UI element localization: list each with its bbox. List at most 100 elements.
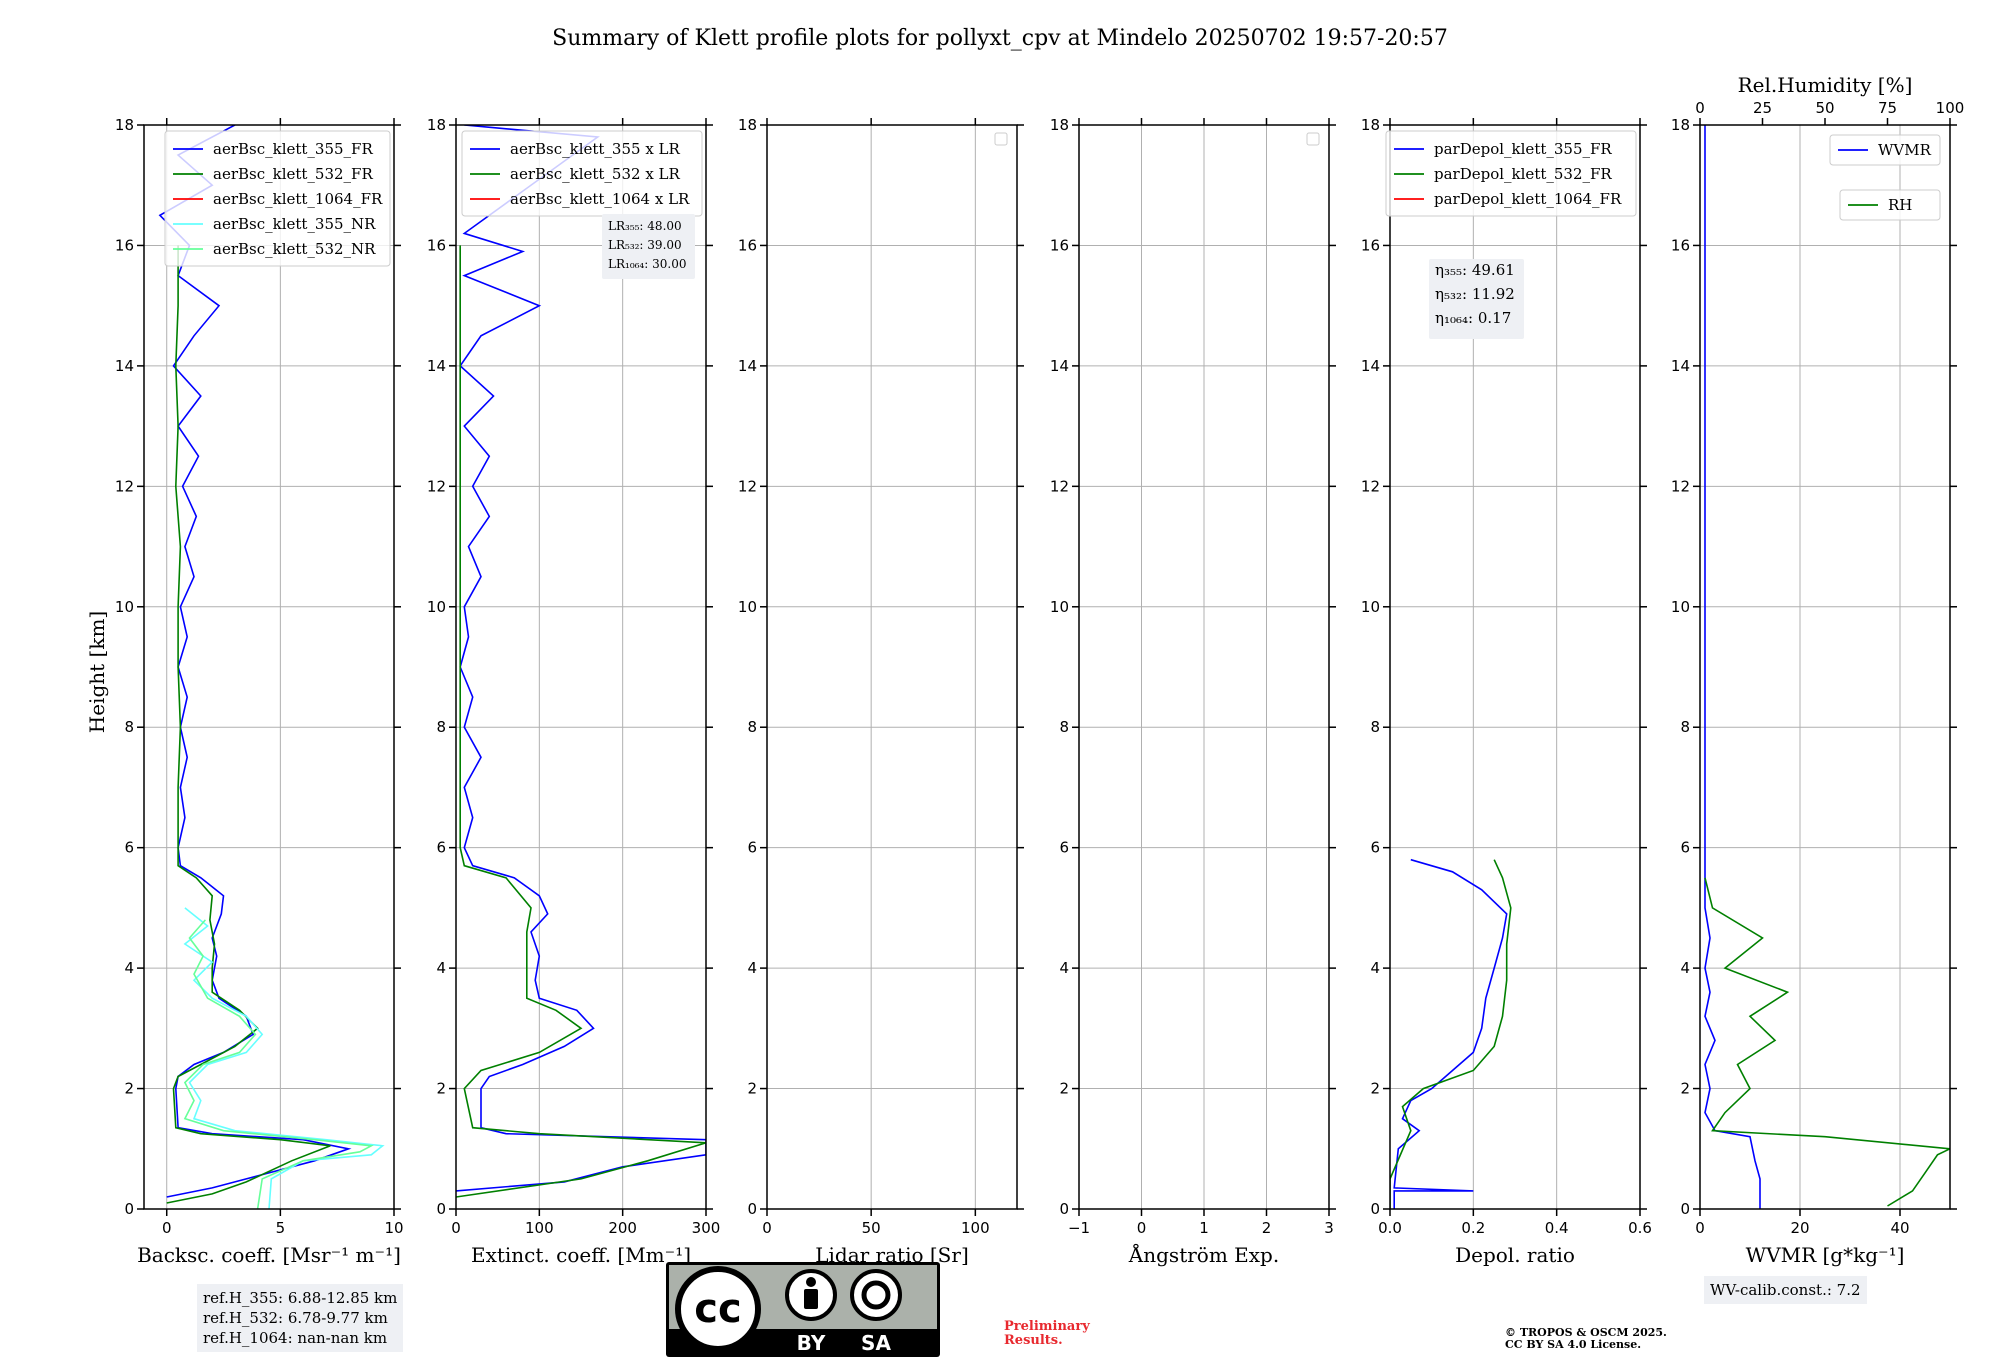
y-tick-label: 18 [738, 116, 757, 134]
y-tick-label: 18 [1361, 116, 1380, 134]
legend-entry: aerBsc_klett_1064_FR [213, 190, 383, 208]
ref-height-1064: ref.H_1064: nan-nan km [203, 1329, 388, 1347]
y-tick-label: 8 [1370, 718, 1380, 736]
y-tick-label: 8 [124, 718, 134, 736]
y-tick-label: 6 [1370, 839, 1380, 857]
x-tick-label: −1 [1068, 1219, 1090, 1237]
annotation-line: LR₁₀₆₄: 30.00 [608, 257, 686, 271]
top-x-tick-label: 100 [1936, 99, 1965, 117]
x-tick-label: 0 [762, 1219, 772, 1237]
empty-legend-box [994, 132, 1008, 146]
top-x-tick-label: 75 [1878, 99, 1897, 117]
x-tick-label: 0.2 [1461, 1219, 1485, 1237]
cc-icon [675, 1266, 761, 1352]
legend-box [1839, 189, 1941, 221]
y-tick-label: 12 [738, 477, 757, 495]
y-tick-label: 2 [436, 1080, 446, 1098]
x-tick-label: 0 [1695, 1219, 1705, 1237]
top-x-tick-label: 50 [1815, 99, 1834, 117]
y-tick-label: 6 [1059, 839, 1069, 857]
y-tick-label: 16 [1671, 236, 1690, 254]
series-line-WVMR [1704, 125, 1761, 1209]
y-tick-label: 18 [1671, 116, 1690, 134]
annotation-line: LR₅₃₂: 39.00 [608, 238, 682, 252]
y-tick-label: 2 [1370, 1080, 1380, 1098]
y-tick-label: 10 [1361, 598, 1380, 616]
y-tick-label: 6 [436, 839, 446, 857]
x-tick-label: 2 [1262, 1219, 1272, 1237]
copyright-line-1: © TROPOS & OSCM 2025. [1505, 1326, 1667, 1339]
y-tick-label: 12 [1361, 477, 1380, 495]
x-tick-label: 100 [525, 1219, 554, 1237]
cc-by-sa-license-badge: cc BY SA [666, 1262, 940, 1357]
panel-1: 0 2 4 6 8 10 12 14 16 18 0 5 10 Backsc. coeff. [Msr⁻¹… [115, 116, 404, 1267]
y-tick-label: 12 [427, 477, 446, 495]
copyright-line-2: CC BY SA 4.0 License. [1505, 1338, 1642, 1351]
y-tick-label: 12 [115, 477, 134, 495]
y-tick-label: 16 [115, 236, 134, 254]
y-tick-label: 4 [124, 959, 134, 977]
y-tick-label: 0 [1370, 1200, 1380, 1218]
legend-entry: aerBsc_klett_355_NR [213, 215, 376, 233]
x-tick-label: 1 [1199, 1219, 1209, 1237]
license-by-text: BY [797, 1331, 826, 1355]
y-tick-label: 8 [436, 718, 446, 736]
series-line-aerBsc_klett_532 x LR [456, 245, 706, 1198]
legend-entry: aerBsc_klett_1064 x LR [510, 190, 690, 208]
x-tick-label: 0 [1137, 1219, 1147, 1237]
reference-height-box: ref.H_355: 6.88-12.85 km ref.H_532: 6.78… [197, 1284, 404, 1352]
y-tick-label: 18 [1050, 116, 1069, 134]
y-tick-label: 2 [124, 1080, 134, 1098]
y-tick-label: 14 [427, 357, 446, 375]
x-axis-label: Ångström Exp. [1128, 1242, 1279, 1267]
y-tick-label: 18 [427, 116, 446, 134]
y-tick-label: 10 [738, 598, 757, 616]
panel-frame [1078, 124, 1330, 1210]
x-tick-label: 100 [961, 1219, 990, 1237]
preliminary-results-note: Preliminary Results. [1004, 1319, 1090, 1348]
x-axis-label: WVMR [g*kg⁻¹] [1746, 1243, 1905, 1267]
y-tick-label: 4 [1680, 959, 1690, 977]
panel-6: 0 2 4 6 8 10 12 14 16 18 0 20 40 0 25 50 75 100 WVMR [g*kg… [1671, 99, 1964, 1267]
x-tick-label: 3 [1324, 1219, 1334, 1237]
y-tick-label: 14 [1361, 357, 1380, 375]
x-tick-label: 20 [1790, 1219, 1809, 1237]
y-tick-label: 10 [1671, 598, 1690, 616]
y-tick-label: 6 [1680, 839, 1690, 857]
legend-entry: aerBsc_klett_355 x LR [510, 140, 681, 158]
legend-entry: WVMR [1878, 141, 1932, 159]
x-axis-label: Backsc. coeff. [Msr⁻¹ m⁻¹] [137, 1243, 401, 1267]
y-tick-label: 0 [1680, 1200, 1690, 1218]
series-line-RH [1704, 877, 1950, 1207]
annotation-box [1429, 259, 1524, 339]
panel-frame [1389, 124, 1641, 1210]
x-axis-label: Depol. ratio [1455, 1243, 1575, 1267]
x-axis-label: Extinct. coeff. [Mm⁻¹] [471, 1243, 691, 1267]
x-tick-label: 0.6 [1628, 1219, 1652, 1237]
legend-entry: aerBsc_klett_532_NR [213, 240, 376, 258]
license-sa-text: SA [861, 1331, 891, 1355]
y-tick-label: 10 [1050, 598, 1069, 616]
legend-box [461, 130, 703, 217]
legend-entry: aerBsc_klett_355_FR [213, 140, 373, 158]
y-tick-label: 0 [436, 1200, 446, 1218]
x-tick-label: 0.4 [1545, 1219, 1569, 1237]
annotation-line: η₃₅₅: 49.61 [1435, 261, 1515, 279]
annotation-line: η₅₃₂: 11.92 [1435, 285, 1515, 303]
legend-entry: RH [1888, 196, 1912, 214]
y-tick-label: 8 [1059, 718, 1069, 736]
copyright-note: © TROPOS & OSCM 2025. CC BY SA 4.0 Licen… [1505, 1327, 1725, 1351]
y-tick-label: 18 [115, 116, 134, 134]
x-tick-label: 10 [384, 1219, 403, 1237]
legend-entry: parDepol_klett_1064_FR [1434, 190, 1622, 208]
x-tick-label: 300 [692, 1219, 721, 1237]
wv-calib-const: WV-calib.const.: 7.2 [1710, 1281, 1861, 1299]
y-tick-label: 0 [747, 1200, 757, 1218]
ref-height-532: ref.H_532: 6.78-9.77 km [203, 1309, 388, 1327]
series-line-parDepol_klett_355_FR [1393, 858, 1508, 1209]
y-tick-label: 4 [1370, 959, 1380, 977]
y-tick-label: 4 [747, 959, 757, 977]
